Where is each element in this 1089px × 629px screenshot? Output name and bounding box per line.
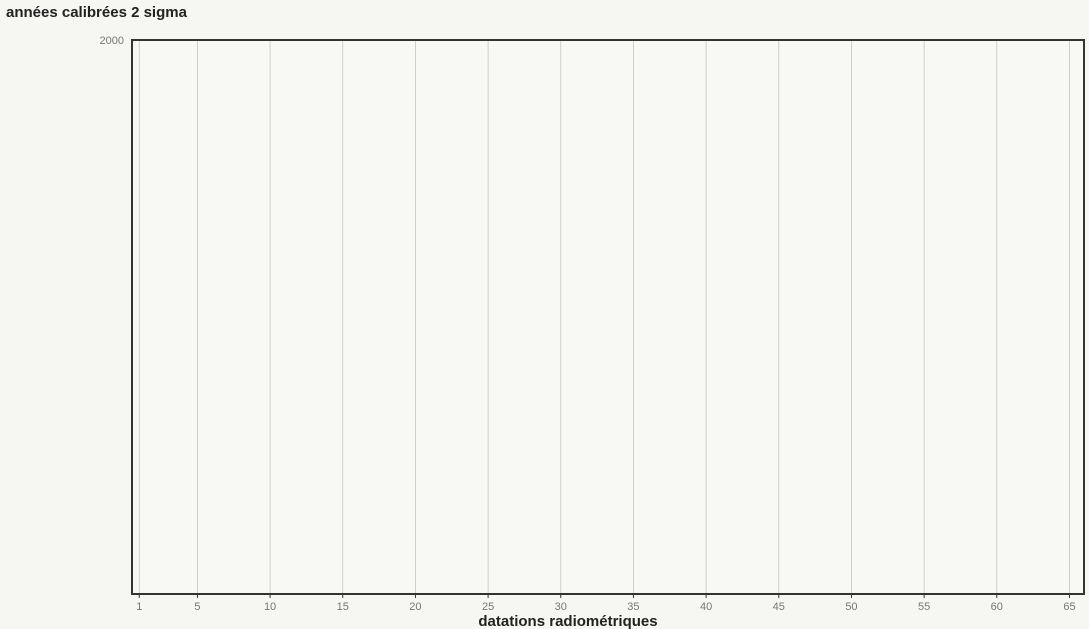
grid (132, 39, 1084, 594)
x-tick-label: 35 (627, 601, 639, 613)
x-tick-label: 15 (337, 601, 349, 613)
x-tick-label: 50 (845, 601, 857, 613)
x-tick-label: 20 (409, 601, 421, 613)
axis-ticks: 2000100001000200030004000151015202530354… (100, 35, 1076, 613)
plot-frame (131, 39, 1085, 595)
x-tick-label: 30 (555, 601, 567, 613)
x-tick-label: 10 (264, 601, 276, 613)
x-tick-label: 60 (991, 601, 1003, 613)
y-tick-label: 2000 (100, 35, 124, 47)
x-tick-label: 45 (773, 601, 785, 613)
x-tick-label: 1 (136, 601, 142, 613)
x-tick-label: 55 (918, 601, 930, 613)
x-tick-label: 40 (700, 601, 712, 613)
x-tick-label: 65 (1063, 601, 1075, 613)
x-axis-label: datations radiométriques (478, 613, 657, 629)
plot-area (132, 40, 1084, 594)
x-tick-label: 25 (482, 601, 494, 613)
x-tick-label: 5 (194, 601, 200, 613)
chart-title: années calibrées 2 sigma (6, 4, 188, 21)
